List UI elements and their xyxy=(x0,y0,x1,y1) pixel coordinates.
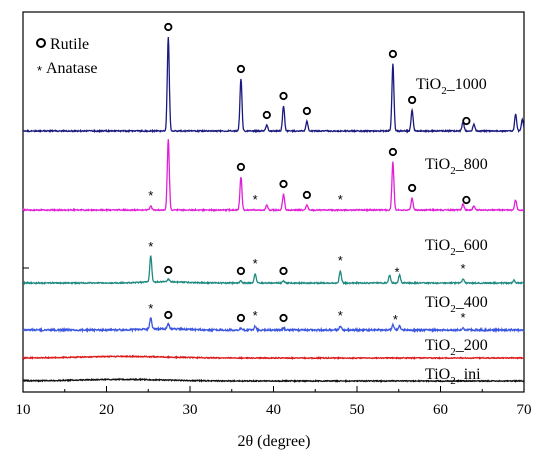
anatase-marker: * xyxy=(338,192,343,207)
x-tick-label: 30 xyxy=(183,402,198,418)
rutile-marker xyxy=(236,266,246,276)
anatase-marker: * xyxy=(253,192,258,207)
x-tick-label: 40 xyxy=(266,402,281,418)
rutile-marker xyxy=(302,190,311,200)
series-label: TiO2_ini xyxy=(425,366,481,387)
legend: Rutile * Anatase xyxy=(36,36,98,78)
series-line-800 xyxy=(22,139,525,213)
series-label: TiO2_800 xyxy=(425,156,488,177)
anatase-marker: * xyxy=(461,261,466,276)
asterisk-marker-icon: * xyxy=(37,63,42,78)
rutile-marker xyxy=(279,91,288,101)
x-tick-label: 60 xyxy=(433,402,448,418)
anatase-marker: * xyxy=(148,301,153,316)
rutile-marker xyxy=(302,106,311,116)
rutile-marker xyxy=(236,64,246,74)
series-label: TiO2_200 xyxy=(425,337,488,358)
series-label: TiO2_400 xyxy=(425,294,488,315)
plot-frame xyxy=(22,11,525,393)
legend-item-anatase: * Anatase xyxy=(37,60,98,78)
rutile-marker xyxy=(279,266,288,276)
x-axis-title: 2θ (degree) xyxy=(238,433,311,450)
legend-label-rutile: Rutile xyxy=(50,36,89,53)
rutile-marker xyxy=(279,313,288,323)
series-label: TiO2_1000 xyxy=(416,76,487,97)
x-tick-label: 10 xyxy=(16,402,31,418)
anatase-marker: * xyxy=(338,308,343,323)
series-line-600 xyxy=(23,255,525,286)
rutile-marker xyxy=(462,116,471,126)
rutile-marker xyxy=(236,162,246,172)
x-axis-ticks: 10 20 30 40 50 60 70 xyxy=(16,386,532,418)
anatase-marker: * xyxy=(148,239,153,254)
anatase-marker: * xyxy=(393,312,398,327)
series-line-400 xyxy=(22,316,525,334)
legend-item-rutile: Rutile xyxy=(36,36,89,53)
rutile-marker xyxy=(408,183,417,193)
rutile-marker xyxy=(262,110,271,120)
rutile-marker xyxy=(279,179,288,189)
rutile-marker xyxy=(236,313,246,323)
anatase-marker: * xyxy=(148,188,153,203)
series-group xyxy=(22,36,525,384)
anatase-marker: * xyxy=(253,308,258,323)
anatase-marker: * xyxy=(461,310,466,325)
rutile-marker xyxy=(164,310,173,320)
anatase-marker: * xyxy=(395,265,400,280)
series-line-1000 xyxy=(22,36,525,134)
rutile-marker xyxy=(388,147,398,157)
series-line-200 xyxy=(22,354,525,361)
x-tick-label: 50 xyxy=(350,402,365,418)
anatase-marker: * xyxy=(338,253,343,268)
y-axis-ticks xyxy=(23,130,29,381)
rutile-marker xyxy=(388,49,398,59)
series-label: TiO2_600 xyxy=(425,237,488,258)
phase-markers: * * * * * * * * * * * * * xyxy=(148,22,471,327)
rutile-marker xyxy=(164,22,173,32)
anatase-marker: * xyxy=(253,256,258,271)
legend-label-anatase: Anatase xyxy=(46,60,98,77)
x-tick-label: 20 xyxy=(99,402,114,418)
circle-marker-icon xyxy=(36,38,46,48)
rutile-marker xyxy=(164,265,173,275)
rutile-marker xyxy=(462,195,471,205)
rutile-marker xyxy=(408,95,417,105)
series-line-ini xyxy=(22,377,525,384)
x-tick-label: 70 xyxy=(517,402,532,418)
series-labels: TiO2_1000 TiO2_800 TiO2_600 TiO2_400 TiO2_20… xyxy=(416,76,488,387)
